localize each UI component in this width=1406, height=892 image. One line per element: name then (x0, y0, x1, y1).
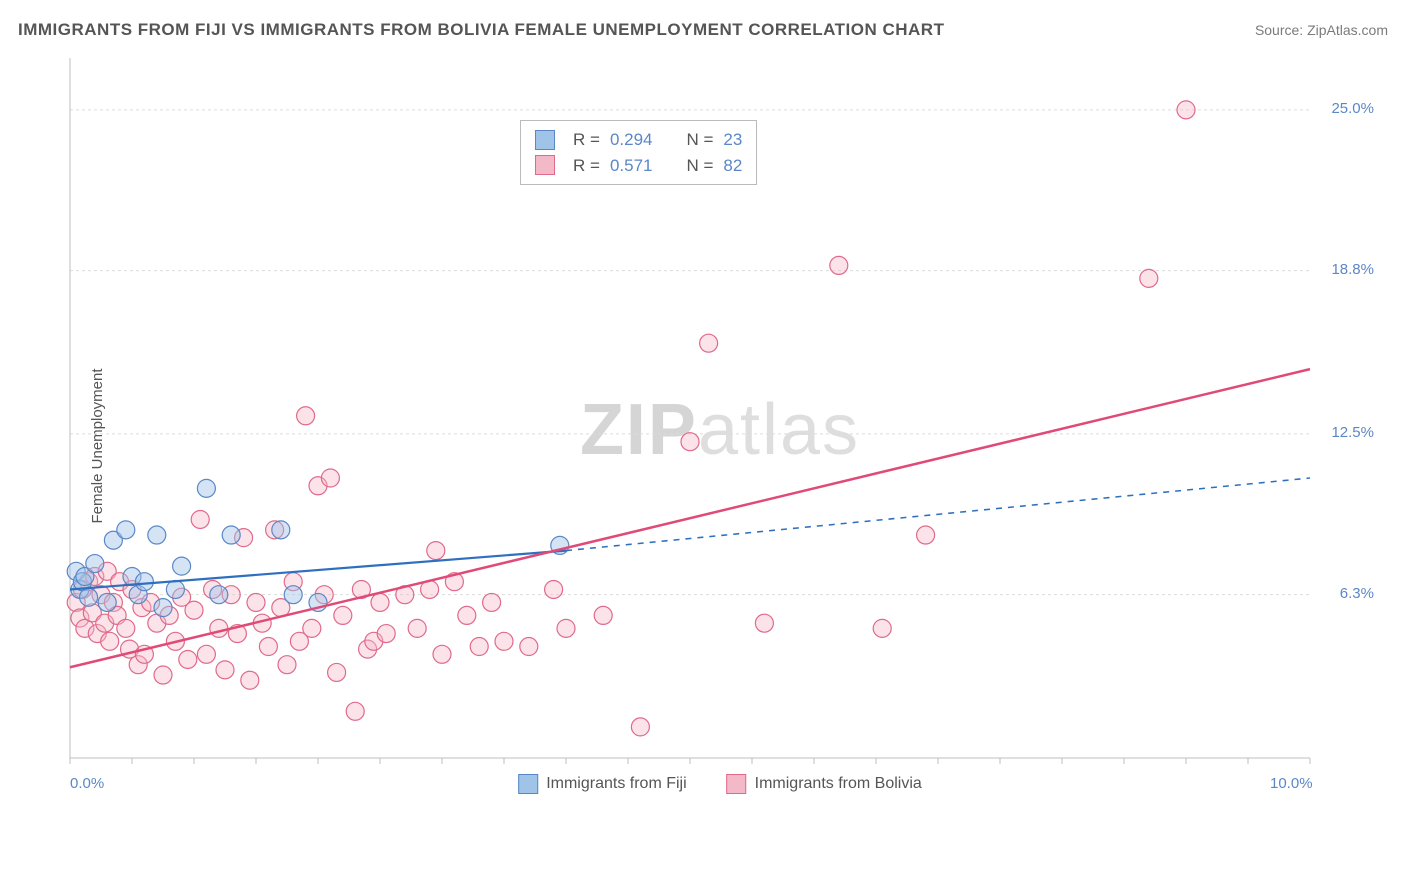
scatter-point (346, 702, 364, 720)
y-tick-label: 12.5% (1331, 424, 1374, 441)
n-value: 82 (723, 153, 742, 179)
scatter-point (495, 632, 513, 650)
scatter-point (545, 580, 563, 598)
x-tick-label: 0.0% (70, 775, 104, 792)
scatter-point (191, 510, 209, 528)
scatter-point (154, 666, 172, 684)
scatter-point (179, 650, 197, 668)
scatter-point (700, 334, 718, 352)
legend-swatch (518, 774, 538, 794)
legend-item: Immigrants from Fiji (518, 774, 686, 794)
scatter-point (681, 433, 699, 451)
scatter-point (377, 625, 395, 643)
scatter-point (1177, 101, 1195, 119)
source-link[interactable]: ZipAtlas.com (1307, 22, 1388, 38)
correlation-legend-box: R = 0.294 N = 23 R = 0.571 N = 82 (520, 120, 757, 185)
source-attribution: Source: ZipAtlas.com (1255, 22, 1388, 38)
scatter-point (216, 661, 234, 679)
scatter-point (241, 671, 259, 689)
legend-label: Immigrants from Bolivia (755, 775, 922, 792)
scatter-point (873, 619, 891, 637)
scatter-point (101, 632, 119, 650)
legend-item: Immigrants from Bolivia (727, 774, 922, 794)
scatter-point (197, 645, 215, 663)
legend-label: Immigrants from Fiji (546, 775, 686, 792)
r-value: 0.294 (610, 127, 653, 153)
scatter-point (173, 557, 191, 575)
scatter-point (334, 606, 352, 624)
scatter-point (557, 619, 575, 637)
scatter-point (631, 718, 649, 736)
n-label: N = (686, 153, 713, 179)
scatter-point (483, 593, 501, 611)
chart-title: IMMIGRANTS FROM FIJI VS IMMIGRANTS FROM … (18, 20, 944, 40)
scatter-point (148, 526, 166, 544)
scatter-point (433, 645, 451, 663)
scatter-point (297, 407, 315, 425)
scatter-point (427, 542, 445, 560)
legend-swatch (535, 155, 555, 175)
scatter-point (135, 573, 153, 591)
scatter-point (86, 555, 104, 573)
scatter-point (80, 588, 98, 606)
scatter-point (117, 521, 135, 539)
scatter-point (166, 580, 184, 598)
scatter-point (755, 614, 773, 632)
scatter-point (371, 593, 389, 611)
r-value: 0.571 (610, 153, 653, 179)
scatter-point (1140, 269, 1158, 287)
scatter-point (458, 606, 476, 624)
trendline-extrapolated (566, 478, 1310, 551)
correlation-legend-row: R = 0.571 N = 82 (535, 153, 742, 179)
scatter-point (210, 586, 228, 604)
scatter-point (154, 599, 172, 617)
scatter-point (470, 638, 488, 656)
scatter-point (303, 619, 321, 637)
scatter-point (98, 593, 116, 611)
scatter-point (830, 256, 848, 274)
scatter-point (272, 521, 290, 539)
trendline (70, 369, 1310, 667)
r-label: R = (573, 127, 600, 153)
scatter-point (247, 593, 265, 611)
scatter-point (278, 656, 296, 674)
y-tick-label: 6.3% (1340, 585, 1374, 602)
x-tick-label: 10.0% (1270, 775, 1313, 792)
scatter-point (328, 663, 346, 681)
correlation-legend-row: R = 0.294 N = 23 (535, 127, 742, 153)
series-legend: Immigrants from Fiji Immigrants from Boli… (518, 774, 922, 794)
y-tick-label: 25.0% (1331, 100, 1374, 117)
scatter-point (197, 479, 215, 497)
source-label: Source: (1255, 22, 1303, 38)
scatter-point (284, 586, 302, 604)
scatter-point (917, 526, 935, 544)
y-tick-label: 18.8% (1331, 261, 1374, 278)
r-label: R = (573, 153, 600, 179)
n-label: N = (686, 127, 713, 153)
scatter-point (259, 638, 277, 656)
scatter-point (594, 606, 612, 624)
n-value: 23 (723, 127, 742, 153)
trendline (70, 551, 566, 590)
scatter-point (520, 638, 538, 656)
scatter-point (321, 469, 339, 487)
scatter-point (222, 526, 240, 544)
scatter-point (210, 619, 228, 637)
legend-swatch (727, 774, 747, 794)
legend-swatch (535, 130, 555, 150)
scatter-point (185, 601, 203, 619)
scatter-point (408, 619, 426, 637)
scatter-point (117, 619, 135, 637)
scatter-plot: ZIPatlas R =0.294N =23R =0.571N =82 Immi… (60, 58, 1380, 818)
